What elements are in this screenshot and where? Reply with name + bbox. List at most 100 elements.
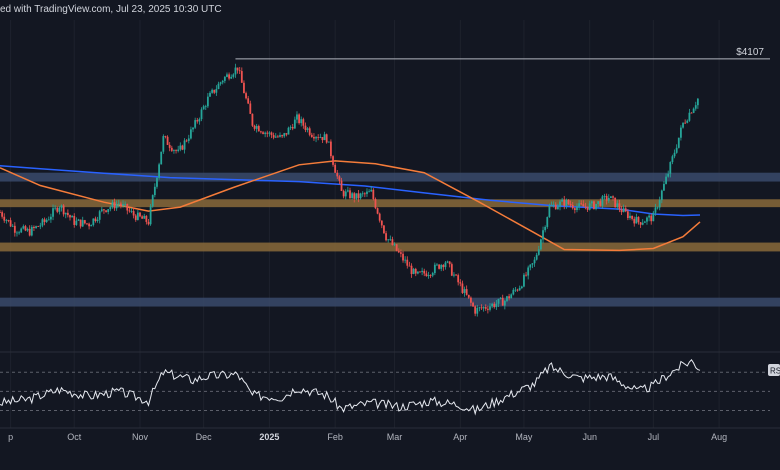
candle-body	[334, 164, 337, 173]
candle-body	[495, 303, 498, 308]
support-resistance-zones	[0, 172, 780, 307]
candle-body	[669, 162, 672, 174]
candle-body	[680, 127, 682, 138]
ma-200-line	[0, 165, 701, 217]
candle-body	[467, 294, 470, 298]
candle-body	[639, 222, 642, 225]
candle-body	[151, 195, 154, 207]
candle-body	[160, 151, 163, 165]
candle-body	[648, 215, 650, 218]
candle-body	[11, 225, 14, 227]
candle-body	[550, 205, 553, 206]
candle-body	[408, 265, 411, 267]
candle-body	[211, 89, 214, 93]
candle-body	[518, 288, 521, 291]
candle-body	[637, 216, 640, 223]
candle-body	[86, 223, 88, 225]
candle-body	[317, 136, 320, 138]
candle-body	[183, 140, 186, 150]
candle-body	[50, 216, 52, 220]
x-tick-label: Dec	[196, 432, 213, 442]
candle-body	[650, 215, 653, 222]
candle-body	[194, 120, 197, 128]
candle-body	[149, 206, 152, 225]
candle-body	[117, 203, 120, 205]
candle-body	[103, 209, 105, 211]
candle-body	[633, 218, 636, 224]
candle-body	[646, 217, 648, 222]
candle-body	[665, 176, 667, 184]
candle-body	[217, 83, 220, 89]
candle-body	[264, 132, 267, 134]
candle-body	[540, 239, 542, 250]
candle-body	[486, 308, 489, 310]
price-zone	[0, 172, 780, 182]
candle-body	[279, 135, 281, 137]
candle-body	[622, 208, 625, 213]
candle-body	[667, 173, 670, 177]
candle-body	[525, 274, 527, 276]
candle-body	[323, 134, 326, 141]
candle-body	[342, 190, 345, 197]
candle-body	[660, 190, 663, 201]
candle-body	[266, 132, 269, 134]
candle-body	[586, 206, 589, 210]
candle-body	[412, 268, 415, 274]
candle-body	[28, 228, 31, 236]
candle-body	[599, 201, 602, 206]
candle-body	[262, 132, 264, 134]
x-tick-label: Jul	[648, 432, 660, 442]
candle-body	[83, 220, 86, 224]
candle-body	[166, 136, 169, 145]
grid	[0, 20, 780, 429]
candle-body	[77, 219, 80, 221]
candle-body	[198, 119, 201, 122]
candle-body	[124, 203, 127, 205]
candle-body	[321, 137, 324, 141]
candle-body	[470, 297, 472, 303]
candle-body	[478, 307, 481, 309]
candle-body	[296, 114, 298, 120]
candle-body	[582, 204, 585, 207]
candle-body	[351, 193, 354, 199]
candle-body	[438, 264, 440, 269]
candle-body	[671, 156, 674, 163]
candle-body	[404, 259, 407, 261]
candle-body	[421, 270, 424, 272]
candle-body	[115, 204, 118, 209]
candle-body	[629, 215, 631, 219]
candle-body	[274, 136, 277, 138]
candle-body	[105, 210, 107, 212]
candle-body	[308, 128, 311, 135]
candle-body	[580, 203, 583, 205]
candle-body	[576, 206, 578, 211]
candle-body	[100, 209, 103, 212]
candle-body	[164, 136, 167, 137]
candle-body	[383, 225, 385, 234]
candle-body	[120, 203, 122, 206]
candle-body	[107, 209, 110, 212]
candle-body	[643, 221, 646, 223]
candle-body	[533, 259, 536, 264]
candle-body	[484, 307, 487, 309]
candle-body	[249, 103, 252, 114]
candle-body	[641, 222, 644, 225]
x-tick-label: p	[8, 432, 13, 442]
candle-body	[419, 271, 421, 273]
candle-body	[54, 207, 57, 209]
x-tick-label: Apr	[453, 432, 467, 442]
candle-body	[503, 300, 506, 306]
candle-body	[694, 105, 697, 109]
candle-body	[431, 273, 434, 276]
candle-body	[215, 88, 218, 93]
candle-body	[122, 204, 124, 206]
candle-body	[363, 193, 366, 195]
candle-body	[387, 239, 390, 241]
candle-body	[624, 208, 627, 212]
candle-body	[298, 114, 300, 124]
candle-body	[542, 230, 544, 240]
candle-body	[395, 244, 398, 251]
candle-body	[673, 152, 676, 157]
candle-body	[499, 297, 502, 299]
